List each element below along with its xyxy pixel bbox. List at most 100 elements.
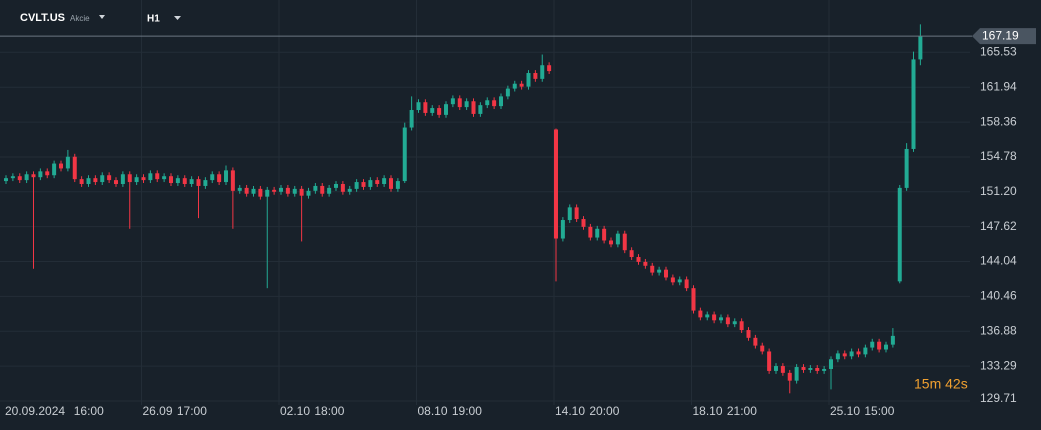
- candle-body: [787, 372, 792, 381]
- candle-body: [279, 187, 283, 192]
- candle-body: [361, 182, 366, 187]
- candle-body: [609, 240, 613, 245]
- candle-body: [588, 226, 593, 238]
- candle-body: [230, 170, 235, 191]
- candle-body: [100, 175, 105, 183]
- x-tick-label: 20:00: [589, 404, 619, 418]
- candle-body: [657, 269, 662, 273]
- candle-body: [155, 173, 160, 180]
- x-tick-label: 21:00: [727, 404, 757, 418]
- candle-body: [24, 174, 29, 181]
- candle-body: [547, 65, 552, 72]
- y-tick-label: 165.53: [980, 44, 1017, 58]
- candle-body: [684, 279, 689, 289]
- candle-body: [890, 335, 895, 345]
- candle-body: [299, 188, 304, 196]
- candle-body: [79, 179, 84, 185]
- candle-body: [829, 359, 833, 369]
- candle-body: [815, 368, 820, 371]
- candle-body: [643, 261, 648, 266]
- x-tick-label: 25.10: [830, 404, 860, 418]
- candle-body: [877, 341, 882, 350]
- y-tick-label: 140.46: [980, 289, 1017, 303]
- candle-body: [93, 178, 98, 183]
- candle-body: [622, 233, 627, 251]
- candle-body: [698, 310, 703, 318]
- timeframe-dropdown[interactable]: [174, 16, 181, 20]
- candle-body: [595, 228, 600, 238]
- last-price-tag: [972, 28, 1036, 45]
- candle-body: [822, 368, 827, 371]
- timeframe[interactable]: H1: [147, 14, 160, 25]
- candle-body: [897, 187, 902, 282]
- x-tick-label: 20.09.2024: [5, 404, 65, 418]
- candle-body: [746, 330, 751, 338]
- candle-body: [292, 188, 297, 194]
- candle-body: [107, 175, 112, 181]
- candle-body: [340, 184, 345, 192]
- candle-body: [602, 228, 607, 241]
- candle-body: [430, 108, 435, 113]
- y-tick-label: 144.04: [980, 254, 1017, 268]
- candle-body: [251, 188, 256, 194]
- symbol-dropdown[interactable]: [99, 15, 105, 19]
- x-tick-label: 14.10: [555, 404, 585, 418]
- x-tick-label: 02.10: [280, 404, 310, 418]
- candle-body: [464, 101, 469, 108]
- candle-body: [258, 188, 263, 197]
- candle-body: [395, 181, 400, 189]
- candle-body: [780, 366, 785, 373]
- candle-body: [478, 105, 483, 114]
- candle-body: [801, 367, 806, 370]
- candle-body: [705, 314, 710, 318]
- candle-body: [884, 344, 888, 350]
- candle-body: [327, 187, 332, 194]
- candle-body: [389, 178, 393, 189]
- candle-body: [719, 317, 723, 321]
- candle-body: [31, 174, 36, 178]
- candle-body: [444, 104, 448, 115]
- candle-body: [59, 163, 63, 169]
- y-tick-label: 136.88: [980, 323, 1017, 337]
- candle-body: [574, 207, 579, 220]
- candle-body: [499, 96, 503, 107]
- candle-body: [52, 163, 57, 176]
- candle-body: [918, 36, 923, 60]
- candle-body: [554, 129, 558, 239]
- candle-body: [285, 187, 290, 194]
- candle-body: [4, 178, 8, 182]
- candle-body: [169, 176, 173, 184]
- candle-body: [86, 178, 91, 185]
- candle-body: [492, 100, 497, 107]
- candle-body: [581, 219, 586, 227]
- x-tick-label: 18:00: [314, 404, 344, 418]
- candle-body: [127, 174, 132, 183]
- candle-body: [505, 88, 510, 97]
- price-axis: 129.71 133.29 136.88 140.46 144.04 147.62 151.…: [5, 28, 1036, 418]
- y-tick-label: 151.20: [980, 184, 1017, 198]
- candle-body: [753, 337, 758, 346]
- candle-body: [237, 187, 242, 191]
- candle-body: [114, 180, 118, 185]
- countdown: 15m 42s: [914, 376, 968, 392]
- candle-body: [526, 73, 531, 87]
- grid: [0, 0, 970, 405]
- candle-body: [217, 174, 222, 183]
- x-tick-label: 19:00: [452, 404, 482, 418]
- candle-body: [409, 110, 414, 128]
- candle-body: [313, 185, 318, 191]
- candle-body: [189, 179, 194, 185]
- candle-body: [540, 65, 545, 79]
- candle-body: [265, 189, 270, 197]
- symbol[interactable]: CVLT.US: [20, 12, 65, 24]
- candle-body: [670, 277, 675, 283]
- candle-body: [615, 233, 620, 245]
- y-tick-label: 161.94: [980, 79, 1017, 93]
- y-tick-label: 129.71: [980, 391, 1017, 405]
- x-tick-label: 26.09: [143, 404, 173, 418]
- candle-body: [375, 180, 380, 185]
- candle-body: [272, 189, 277, 192]
